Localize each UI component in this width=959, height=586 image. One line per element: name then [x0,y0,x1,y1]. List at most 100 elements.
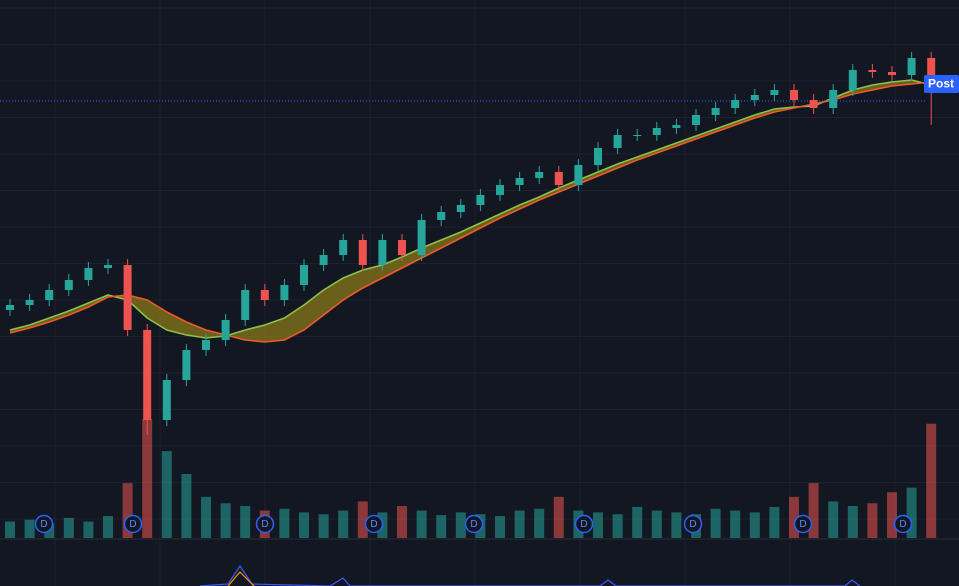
candle-body [809,100,818,108]
candle-body [221,320,230,340]
candle-body [554,172,563,185]
candle-body [358,240,367,265]
candle-body [907,58,916,75]
volume-bar [338,510,349,538]
volume-bar [63,517,74,538]
volume-bar [357,501,368,538]
candle-body [888,72,896,75]
volume-bar [612,514,623,538]
candle-body [848,70,857,90]
volume-bar [220,503,231,538]
price-label: Post [928,77,954,91]
event-label: D [40,519,47,530]
candle-body [241,290,250,320]
event-marker[interactable] [364,514,384,534]
event-label: D [799,519,806,530]
candle-body [182,350,191,380]
volume-bar [926,423,937,538]
volume-bar [161,451,172,538]
candle-body [84,268,93,280]
event-label: D [470,519,477,530]
volume-bar [671,512,682,538]
candle-body [6,305,14,310]
candle-body [437,212,446,220]
volume-bar [769,506,780,538]
candle-body [927,58,936,90]
candle-body [790,90,798,100]
event-marker[interactable] [574,514,594,534]
candle-body [652,128,661,135]
event-label: D [261,519,268,530]
candle-body [202,340,210,350]
volume-bar [887,492,897,538]
candle-body [123,265,132,330]
volume-bar [749,512,760,538]
volume-bar [789,496,799,538]
candle-body [143,330,152,420]
volume-bar [534,508,545,538]
candle-body [496,185,504,195]
volume-bar [808,483,819,538]
candle-body [476,195,485,205]
event-label: D [129,519,136,530]
volume-bar [553,496,564,538]
volume-bar [318,514,329,538]
volume-bar [181,474,192,538]
candle-body [574,165,583,185]
event-label: D [689,519,696,530]
candle-body [868,70,877,72]
volume-bar [83,521,94,538]
candle-body [829,90,838,108]
candle-body [672,125,681,128]
candle-body [319,255,328,265]
event-label: D [370,519,377,530]
volume-bar [397,506,407,538]
indicator-line [227,571,255,586]
volume-bar [416,510,427,538]
volume-bar [593,512,603,538]
candle-body [64,280,73,290]
event-marker[interactable] [34,514,54,534]
event-label: D [899,519,906,530]
volume-bar [436,515,447,538]
volume-bar [495,516,505,538]
volume-bar [828,501,839,538]
event-marker[interactable] [793,514,813,534]
volume-bar [651,510,662,538]
event-marker[interactable] [683,514,703,534]
event-marker[interactable] [255,514,275,534]
event-marker[interactable] [123,514,143,534]
candle-body [300,265,308,285]
candle-body [280,285,289,300]
volume-bar [906,487,917,538]
volume-bar [5,521,15,538]
candle-body [750,95,759,100]
volume-bar [847,506,858,538]
candle-body [104,265,112,268]
volume-bar [867,503,878,538]
volume-bar [122,483,133,538]
candle-body [398,240,406,255]
volume-bar [632,506,643,538]
candle-body [535,172,544,178]
candle-body [339,240,348,255]
candle-body [378,240,387,265]
candle-body [711,108,720,115]
volume-bar [142,419,153,538]
candle-body [162,380,171,420]
candle-body [770,90,779,95]
volume-bar [103,516,113,538]
moving-average [9,81,932,343]
candle-body [692,115,700,125]
volume-bar [730,510,741,538]
volume-bar [279,508,290,538]
volume-bar [710,508,721,538]
candle-body [594,148,602,165]
event-marker[interactable] [464,514,484,534]
event-marker[interactable] [893,514,913,534]
event-label: D [580,519,587,530]
volume-bar [514,510,525,538]
